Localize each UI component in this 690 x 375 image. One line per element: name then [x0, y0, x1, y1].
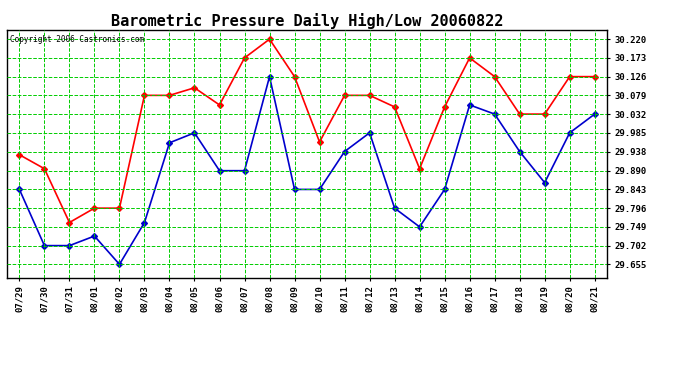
Title: Barometric Pressure Daily High/Low 20060822: Barometric Pressure Daily High/Low 20060…	[111, 13, 503, 29]
Text: Copyright 2006 Castronics.com: Copyright 2006 Castronics.com	[10, 35, 144, 44]
